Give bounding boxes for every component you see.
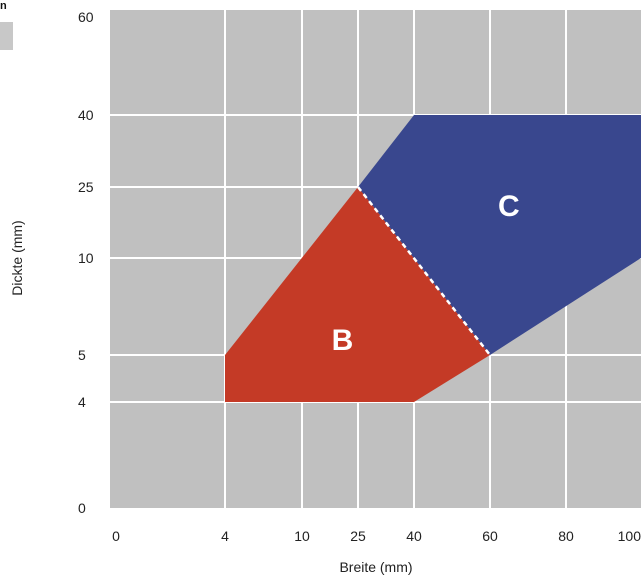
legend-swatch (0, 22, 13, 50)
region-c (358, 115, 641, 355)
y-axis-label: Dickte (mm) (9, 220, 25, 295)
y-tick-label: 5 (78, 347, 86, 363)
legend-fragment-text: n (0, 0, 7, 12)
x-tick-label: 100 (618, 528, 641, 544)
regions: BC (225, 115, 641, 402)
x-axis-label: Breite (mm) (339, 559, 412, 575)
region-b (225, 187, 490, 402)
y-tick-label: 60 (78, 9, 94, 25)
x-tick-label: 4 (221, 528, 229, 544)
y-tick-label: 10 (78, 250, 94, 266)
x-tick-label: 60 (482, 528, 498, 544)
y-tick-label: 0 (78, 500, 86, 516)
x-tick-label: 25 (350, 528, 366, 544)
x-tick-label: 40 (406, 528, 422, 544)
x-tick-label: 0 (112, 528, 120, 544)
x-tick-label: 10 (294, 528, 310, 544)
region-label-b: B (332, 324, 354, 357)
x-tick-label: 80 (558, 528, 574, 544)
y-tick-label: 40 (78, 107, 94, 123)
tick-labels: 0 4 10 25 40 60 80 100 0 4 5 10 25 40 60 (78, 9, 641, 544)
y-tick-label: 25 (78, 179, 94, 195)
region-label-c: C (498, 190, 520, 223)
y-tick-label: 4 (78, 394, 86, 410)
